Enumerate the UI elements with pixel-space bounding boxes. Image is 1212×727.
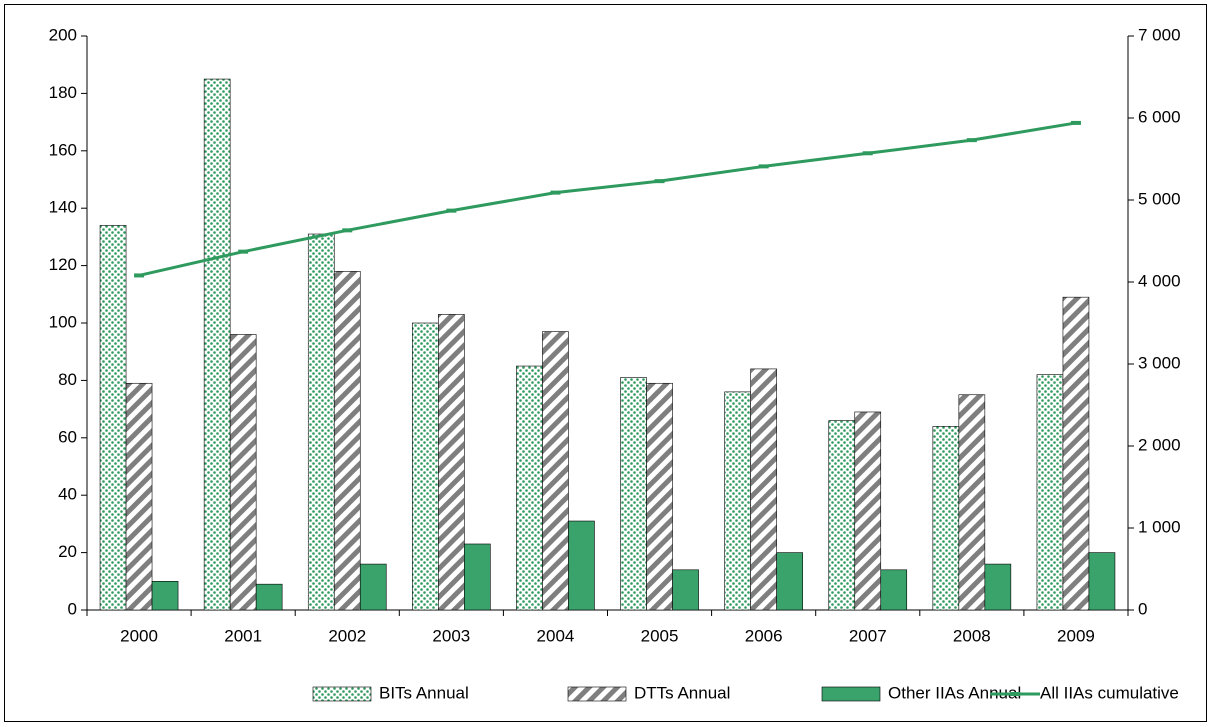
x-tick-label: 2008	[953, 626, 991, 645]
x-tick-label: 2005	[641, 626, 679, 645]
bar	[646, 382, 673, 611]
bar	[307, 233, 335, 611]
legend-label: DTTs Annual	[634, 683, 730, 702]
y-tick-label: 120	[49, 255, 77, 274]
bar	[333, 271, 361, 611]
bar	[1062, 296, 1090, 611]
y2-tick-label: 3 000	[1138, 353, 1181, 372]
bar	[255, 583, 283, 611]
legend-swatch	[567, 686, 627, 702]
y-tick-label: 160	[49, 140, 77, 159]
x-tick-label: 2000	[120, 626, 158, 645]
y2-tick-label: 0	[1138, 599, 1147, 618]
y-tick-label: 0	[68, 599, 77, 618]
y-tick-label: 60	[58, 427, 77, 446]
y2-tick-label: 2 000	[1138, 435, 1181, 454]
bar	[412, 322, 439, 611]
bar	[568, 520, 595, 611]
y-tick-label: 200	[49, 25, 77, 44]
bar	[750, 368, 777, 611]
bar	[516, 365, 543, 611]
bar	[984, 563, 1012, 611]
x-tick-label: 2001	[224, 626, 262, 645]
bar	[776, 552, 803, 611]
bar	[438, 314, 465, 611]
y2-tick-label: 7 000	[1138, 25, 1181, 44]
chart-border	[4, 4, 1207, 722]
y2-tick-label: 1 000	[1138, 517, 1181, 536]
x-tick-label: 2002	[328, 626, 366, 645]
y-tick-label: 40	[58, 485, 77, 504]
bar	[542, 331, 569, 611]
x-tick-label: 2003	[432, 626, 470, 645]
bar	[203, 78, 231, 611]
bar	[464, 543, 491, 611]
y2-tick-label: 4 000	[1138, 271, 1181, 290]
bar	[1036, 374, 1064, 611]
bar	[125, 382, 153, 611]
bar	[359, 563, 387, 611]
bar	[932, 426, 960, 611]
legend-label: BITs Annual	[379, 683, 469, 702]
bar	[620, 377, 647, 611]
bar	[229, 334, 257, 611]
y-tick-label: 80	[58, 370, 77, 389]
y2-tick-label: 5 000	[1138, 189, 1181, 208]
y-tick-label: 180	[49, 83, 77, 102]
x-tick-label: 2006	[745, 626, 783, 645]
bar	[958, 394, 986, 611]
line	[138, 121, 1077, 277]
x-tick-label: 2007	[849, 626, 887, 645]
bar	[1088, 552, 1116, 611]
y-tick-label: 140	[49, 198, 77, 217]
bar	[672, 569, 699, 611]
bar	[828, 420, 856, 611]
legend-label: All IIAs cumulative	[1040, 683, 1179, 702]
bar	[724, 391, 751, 611]
y-tick-label: 100	[49, 312, 77, 331]
legend-swatch	[821, 686, 881, 702]
x-tick-label: 2004	[537, 626, 575, 645]
bar	[151, 580, 179, 611]
legend-swatch	[312, 686, 372, 702]
bar	[880, 569, 908, 611]
legend-label: Other IIAs Annual	[888, 683, 1021, 702]
y-tick-label: 20	[58, 542, 77, 561]
bar	[99, 225, 127, 611]
x-tick-label: 2009	[1057, 626, 1095, 645]
bar	[854, 411, 882, 611]
y2-tick-label: 6 000	[1138, 107, 1181, 126]
